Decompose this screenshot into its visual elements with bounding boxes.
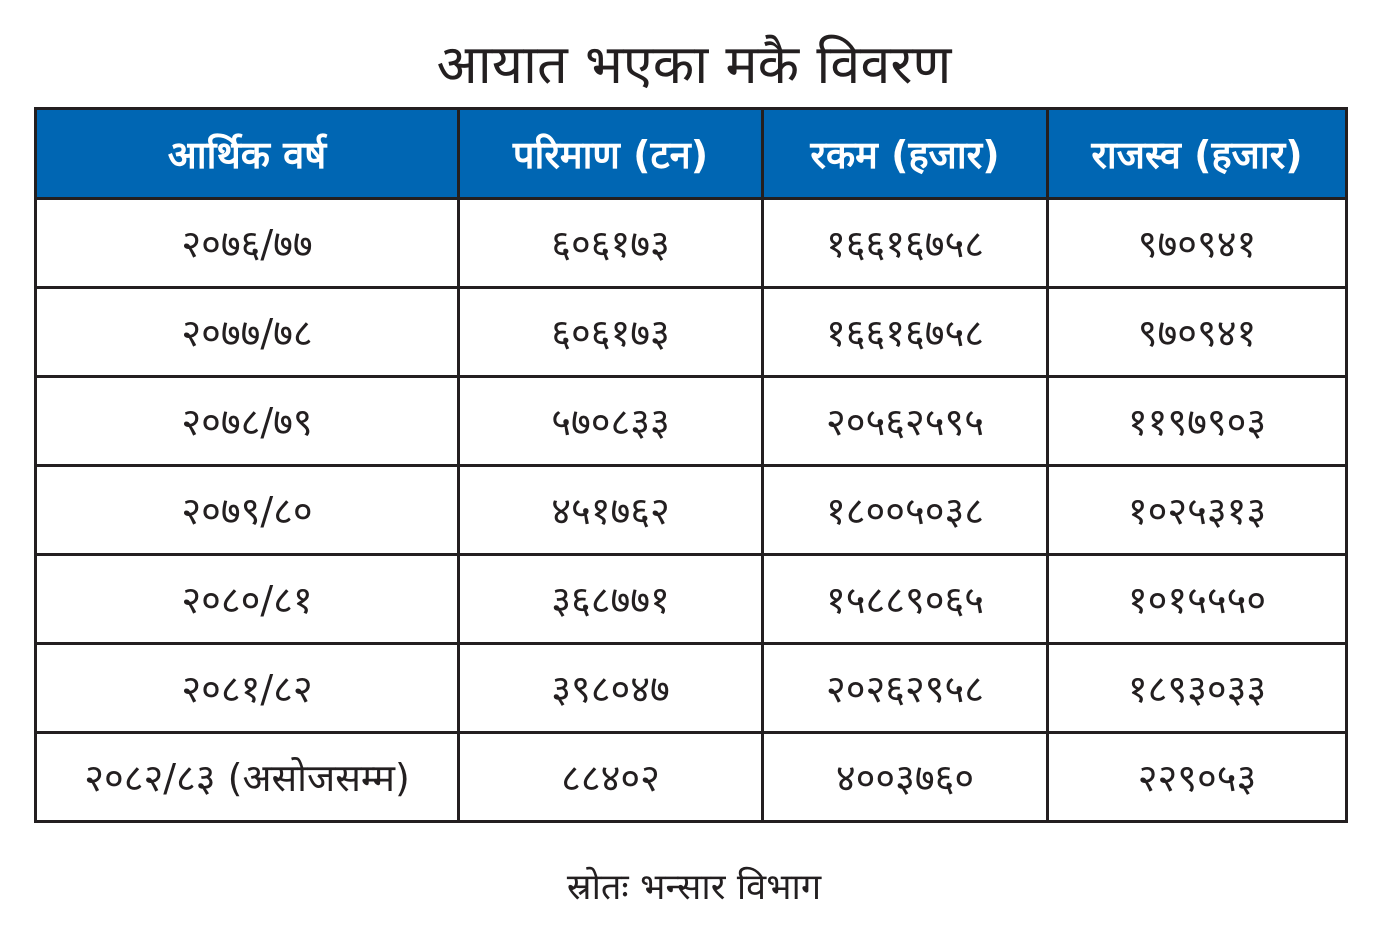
table-row: २०७७/७८ ६०६१७३ १६६१६७५८ ९७०९४१: [34, 286, 1348, 378]
table-row: २०७९/८० ४५१७६२ १८००५०३८ १०२५३१३: [34, 464, 1348, 556]
table-header-row: आर्थिक वर्ष परिमाण (टन) रकम (हजार) राजस्…: [34, 107, 1348, 200]
quantity-cell: ६०६१७३: [457, 197, 764, 289]
fiscal-year-cell: २०८२/८३ (असोजसम्म): [34, 731, 460, 823]
revenue-cell: ९७०९४१: [1046, 197, 1348, 289]
amount-cell: २०५६२५९५: [761, 375, 1049, 467]
fiscal-year-cell: २०८०/८१: [34, 553, 460, 645]
amount-cell: १८००५०३८: [761, 464, 1049, 556]
quantity-cell: ८८४०२: [457, 731, 764, 823]
quantity-cell: ३६८७७१: [457, 553, 764, 645]
amount-cell: १६६१६७५८: [761, 197, 1049, 289]
amount-cell: ४००३७६०: [761, 731, 1049, 823]
fiscal-year-cell: २०८१/८२: [34, 642, 460, 734]
quantity-cell: ४५१७६२: [457, 464, 764, 556]
table-row: २०७६/७७ ६०६१७३ १६६१६७५८ ९७०९४१: [34, 197, 1348, 289]
revenue-cell: ९७०९४१: [1046, 286, 1348, 378]
quantity-cell: ३९८०४७: [457, 642, 764, 734]
fiscal-year-cell: २०७७/७८: [34, 286, 460, 378]
revenue-cell: १०२५३१३: [1046, 464, 1348, 556]
revenue-cell: २२९०५३: [1046, 731, 1348, 823]
revenue-cell: १८९३०३३: [1046, 642, 1348, 734]
fiscal-year-cell: २०७९/८०: [34, 464, 460, 556]
column-header-revenue: राजस्व (हजार): [1046, 107, 1348, 200]
table-row: २०७८/७९ ५७०८३३ २०५६२५९५ ११९७९०३: [34, 375, 1348, 467]
table-row: २०८०/८१ ३६८७७१ १५८८९०६५ १०१५५५०: [34, 553, 1348, 645]
quantity-cell: ५७०८३३: [457, 375, 764, 467]
revenue-cell: १०१५५५०: [1046, 553, 1348, 645]
revenue-cell: ११९७९०३: [1046, 375, 1348, 467]
amount-cell: २०२६२९५८: [761, 642, 1049, 734]
table-row: २०८१/८२ ३९८०४७ २०२६२९५८ १८९३०३३: [34, 642, 1348, 734]
fiscal-year-cell: २०७६/७७: [34, 197, 460, 289]
import-data-table: आर्थिक वर्ष परिमाण (टन) रकम (हजार) राजस्…: [34, 107, 1348, 823]
amount-cell: १५८८९०६५: [761, 553, 1049, 645]
table-row: २०८२/८३ (असोजसम्म) ८८४०२ ४००३७६० २२९०५३: [34, 731, 1348, 823]
source-note: स्रोतः भन्सार विभाग: [566, 867, 822, 908]
fiscal-year-cell: २०७८/७९: [34, 375, 460, 467]
page-title: आयात भएका मकै विवरण: [436, 33, 952, 96]
column-header-amount: रकम (हजार): [761, 107, 1049, 200]
quantity-cell: ६०६१७३: [457, 286, 764, 378]
column-header-fiscal-year: आर्थिक वर्ष: [34, 107, 460, 200]
amount-cell: १६६१६७५८: [761, 286, 1049, 378]
column-header-quantity: परिमाण (टन): [457, 107, 764, 200]
